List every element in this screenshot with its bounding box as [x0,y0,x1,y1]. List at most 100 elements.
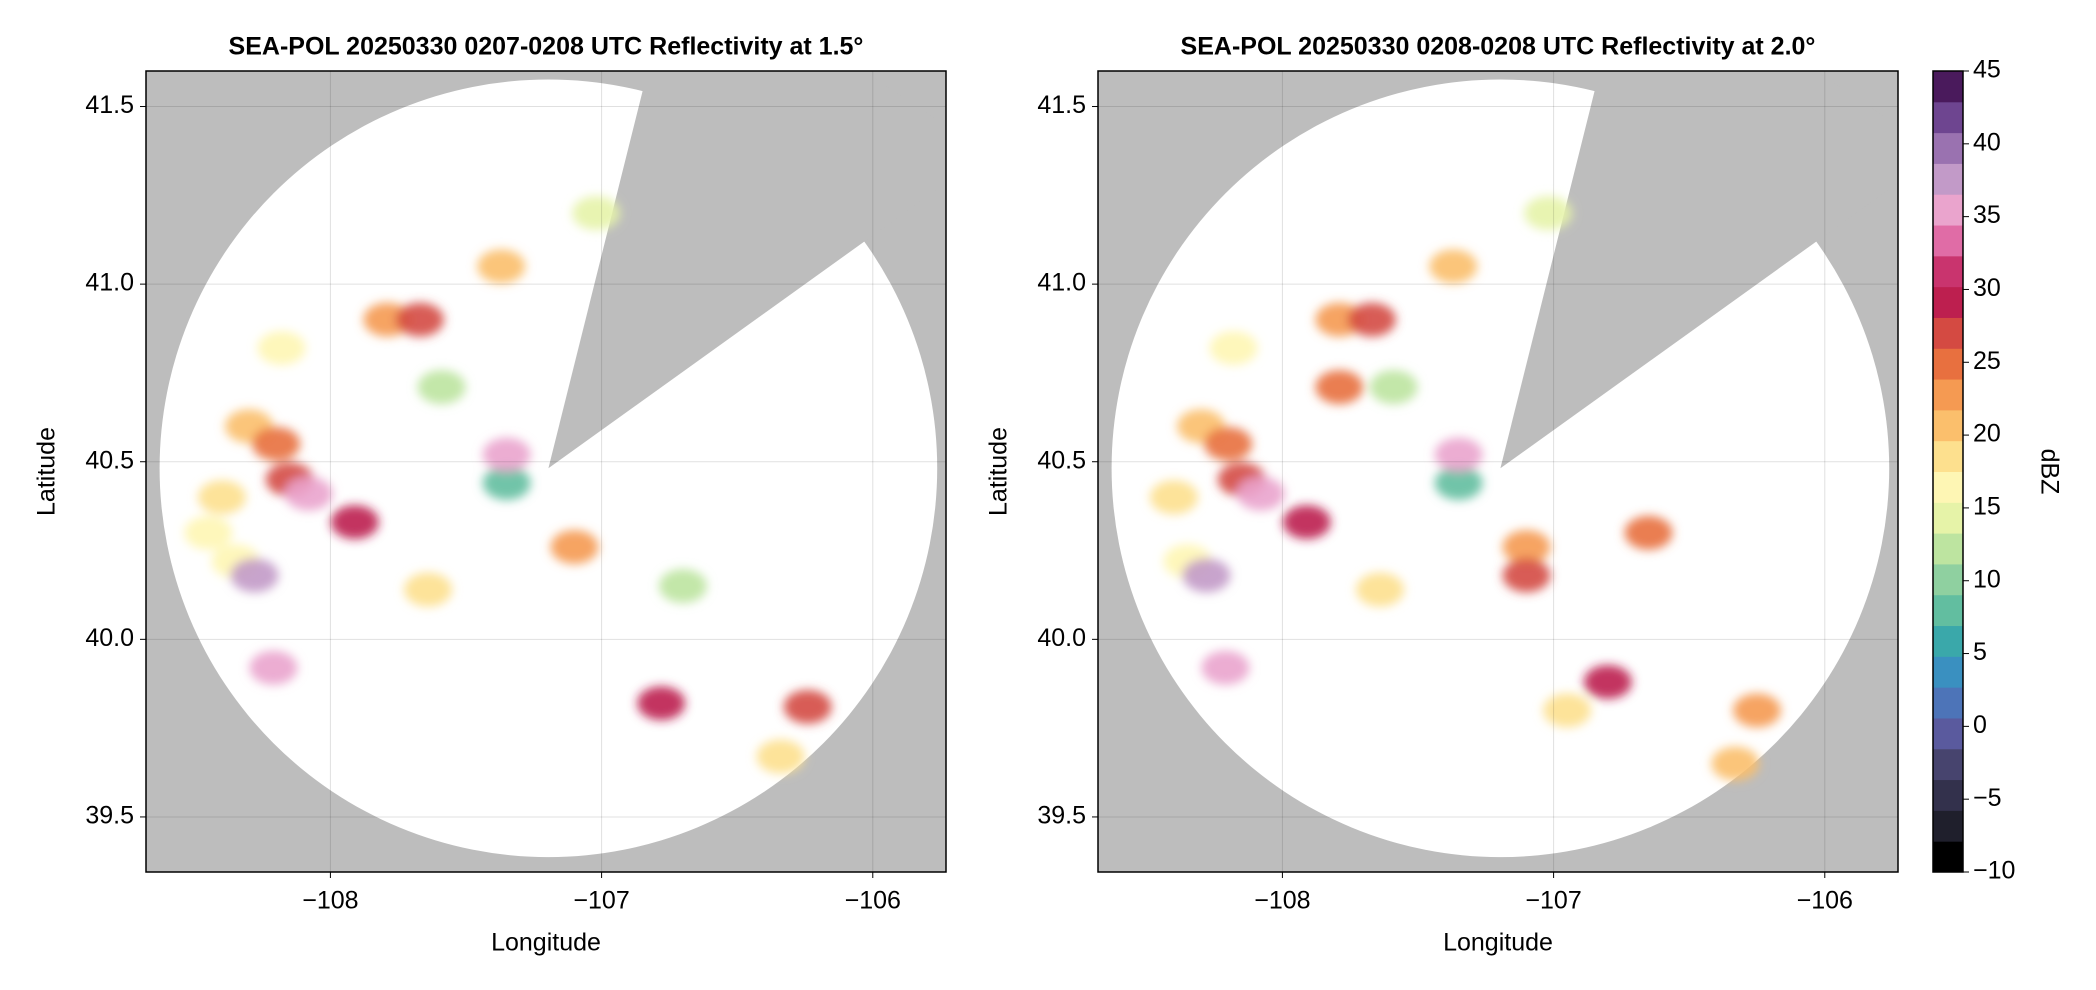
colorbar-band [1933,286,1963,318]
colorbar-band [1933,440,1963,472]
y-tick-label: 41.0 [1037,269,1086,297]
colorbar-band [1933,810,1963,842]
echo-cell [1583,664,1632,699]
echo-cell [257,331,306,366]
colorbar-tick-label: −5 [1973,784,2002,812]
y-tick-label: 40.5 [85,446,134,474]
x-tick-label: −108 [302,887,358,915]
echo-cell [637,686,686,721]
colorbar-band [1933,379,1963,411]
colorbar-tick-label: 15 [1973,493,2001,521]
y-axis-label: Latitude [985,427,1013,516]
colorbar-band [1933,163,1963,195]
x-axis-label: Longitude [1443,929,1553,957]
y-tick-label: 41.5 [1037,91,1086,119]
y-tick-label: 39.5 [85,802,134,830]
echo-cell [1182,558,1231,593]
echo-cell [1149,480,1198,515]
colorbar-band [1933,409,1963,442]
plot-area [1098,71,1898,872]
y-tick-label: 39.5 [1037,802,1086,830]
echo-cell [1429,249,1478,284]
colorbar-tick-label: 5 [1973,638,1987,666]
echo-cell [330,505,379,540]
echo-cell [1315,370,1364,405]
echo-cell [1524,196,1573,231]
y-tick-label: 40.0 [1037,624,1086,652]
colorbar-band [1933,594,1963,627]
echo-cell [1236,476,1285,511]
colorbar-band [1933,533,1963,565]
echo-cell [197,480,246,515]
colorbar-band [1933,748,1963,781]
colorbar-tick-label: 45 [1973,56,2001,84]
y-tick-label: 40.5 [1037,446,1086,474]
echoes [1149,196,1781,781]
echo-cell [230,558,279,593]
echo-cell [756,739,805,774]
colorbar-frame [1932,70,1964,873]
echo-cell [1347,302,1396,337]
y-tick-label: 41.0 [85,269,134,297]
blocked-sector [1500,71,1898,469]
colorbar-tick-label: 25 [1973,347,2001,375]
echo-cell [550,529,599,564]
x-tick-label: −107 [1525,887,1581,915]
echo-cell [1502,558,1551,593]
echo-cell [395,302,444,337]
echo-cell [284,476,333,511]
colorbar-band [1933,625,1963,657]
colorbar-band [1933,348,1963,380]
colorbar-band [1933,471,1963,503]
echo-cell [1543,693,1592,728]
echoes [184,196,832,774]
chart-title: SEA-POL 20250330 0208-0208 UTC Reflectiv… [1181,33,1816,61]
x-tick-label: −107 [573,887,629,915]
echo-cell [417,370,466,405]
colorbar-band [1933,194,1963,226]
colorbar-tick-label: 30 [1973,274,2001,302]
echo-cell [252,426,301,461]
colorbar-band [1933,101,1963,134]
axes-frame [145,70,947,873]
echo-cell [1711,746,1760,781]
echo-cell [658,569,707,604]
echo-cell [1434,437,1483,472]
colorbar-band [1933,132,1963,164]
colorbar-tick-label: 35 [1973,201,2001,229]
x-axis-label: Longitude [491,929,601,957]
colorbar-tick-label: 0 [1973,711,1987,739]
echo-cell [1434,466,1483,501]
colorbar-tick-label: 10 [1973,565,2001,593]
echo-cell [404,572,453,607]
colorbar-band [1933,656,1963,688]
colorbar-band [1933,317,1963,349]
echo-cell [1282,505,1331,540]
colorbar-band [1933,779,1963,811]
blocked-sector [548,71,946,469]
x-tick-label: −106 [1797,887,1853,915]
echo-cell [477,249,526,284]
echo-cell [1369,370,1418,405]
colorbar-tick-label: −10 [1973,857,2015,885]
y-axis-label: Latitude [33,427,61,516]
colorbar-band [1933,225,1963,257]
echo-cell [1502,529,1551,564]
echo-cell [1356,572,1405,607]
colorbar-band [1933,502,1963,534]
echo-cell [482,437,531,472]
echo-cell [1732,693,1781,728]
echo-cell [783,689,832,724]
echo-cell [1204,426,1253,461]
colorbar-band [1933,687,1963,719]
chart-title: SEA-POL 20250330 0207-0208 UTC Reflectiv… [229,33,864,61]
axes-frame [1097,70,1899,873]
echo-cell [184,515,233,550]
colorbar-band [1933,71,1963,103]
echo-cell [1209,331,1258,366]
y-tick-label: 41.5 [85,91,134,119]
echo-cell [482,466,531,501]
echo-cell [249,650,298,685]
x-tick-label: −106 [845,887,901,915]
